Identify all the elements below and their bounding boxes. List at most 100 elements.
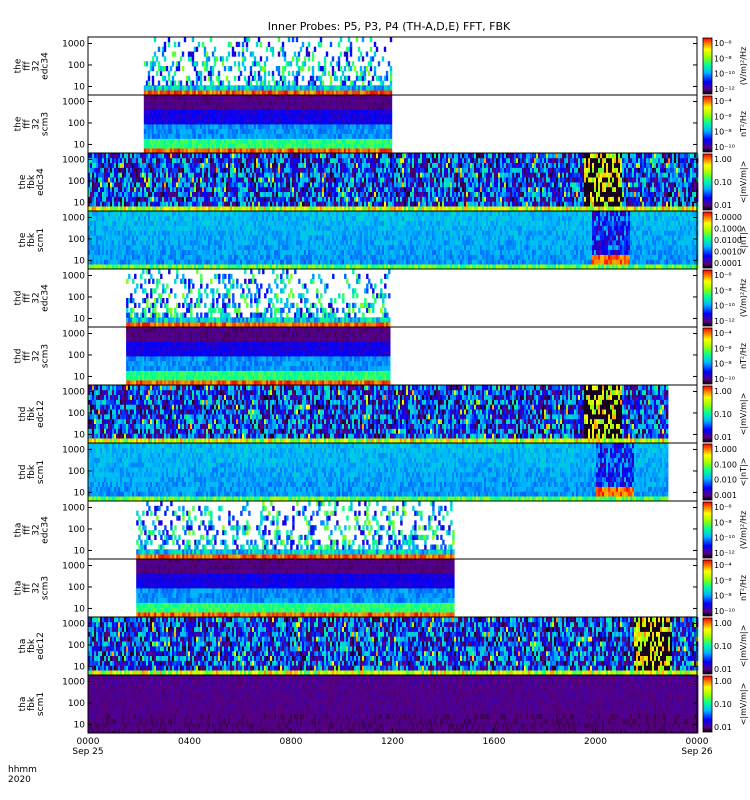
- colorbar-tick-label: 0.100: [714, 460, 737, 469]
- y-tick-label: 1000: [62, 213, 85, 223]
- y-tick-label: 100: [68, 235, 85, 245]
- panel-label: thafbkedc12: [18, 632, 46, 660]
- colorbar-tick-label: 0.10: [714, 410, 732, 419]
- y-tick-label: 1000: [62, 97, 85, 107]
- colorbar-tick-label: 0.10: [714, 178, 732, 187]
- colorbar-tick-label: 1.0000: [714, 213, 742, 222]
- panel-label: thefff32scm3: [14, 112, 51, 136]
- y-tick-label: 10: [74, 662, 86, 672]
- y-tick-label: 1000: [62, 445, 85, 455]
- colorbar-tick-label: 0.01: [714, 665, 732, 674]
- colorbar: [702, 443, 713, 501]
- y-tick-label: 10: [74, 256, 86, 266]
- colorbar-tick-label: 1.00: [714, 387, 732, 396]
- colorbar-tick-label: 0.001: [714, 491, 737, 500]
- y-tick-label: 10: [74, 546, 86, 556]
- colorbar: [702, 617, 713, 675]
- colorbar-tick-label: 10⁻¹²: [714, 549, 735, 558]
- panel-label: thefff32edc34: [14, 52, 51, 80]
- y-tick-label: 100: [68, 467, 85, 477]
- colorbar-tick-label: 0.1000: [714, 225, 742, 234]
- colorbar-tick-label: 10⁻¹⁰: [714, 70, 735, 79]
- colorbar-tick-label: 10⁻¹⁰: [714, 607, 735, 616]
- y-tick-label: 1000: [62, 39, 85, 49]
- colorbar-tick-label: 0.10: [714, 700, 732, 709]
- colorbar-tick-label: 10⁻⁶: [714, 39, 732, 48]
- panel-label: thdfbkedc12: [18, 400, 46, 428]
- panels-group: 10 100 1000 thefff32edc34 10⁻⁶ 10⁻⁸ 10⁻¹⁰ 10⁻¹²…: [14, 36, 748, 734]
- colorbar-tick-label: 10⁻¹⁰: [714, 534, 735, 543]
- y-tick-label: 1000: [62, 619, 85, 629]
- colorbar-unit: nT²/Hz: [739, 111, 748, 137]
- y-tick-label: 100: [68, 177, 85, 187]
- colorbar-tick-label: 0.01: [714, 723, 732, 732]
- colorbar-tick-label: 10⁻¹²: [714, 317, 735, 326]
- colorbar: [702, 153, 713, 211]
- y-tick-label: 1000: [62, 677, 85, 687]
- panel-label: thdfff32scm3: [14, 344, 51, 368]
- colorbar-tick-label: 0.01: [714, 433, 732, 442]
- colorbar-unit: <|mV/m|>: [739, 625, 748, 668]
- y-tick-label: 10: [74, 198, 86, 208]
- x-tick-label: 1200: [381, 737, 404, 747]
- colorbar: [702, 37, 713, 95]
- panel-label: thafff32edc34: [14, 516, 51, 544]
- colorbar: [702, 327, 713, 385]
- colorbar-unit: nT²/Hz: [739, 343, 748, 369]
- colorbar-unit: <|mV/m|>: [739, 683, 748, 726]
- panel-11: 10 100 1000 thafbkscm1 1.00 0.10 0.01 <|mV/m|>: [18, 674, 748, 734]
- x-corner-label-line1: hhmm: [8, 765, 37, 775]
- colorbar: [702, 95, 713, 153]
- y-tick-label: 10: [74, 430, 86, 440]
- y-tick-label: 1000: [62, 561, 85, 571]
- colorbar: [702, 211, 713, 269]
- y-tick-label: 100: [68, 641, 85, 651]
- colorbar-tick-label: 0.01: [714, 201, 732, 210]
- panel-5: 10 100 1000 thdfff32scm3 10⁻⁴ 10⁻⁶ 10⁻⁸ 10⁻¹⁰ nT…: [14, 326, 748, 386]
- colorbar-unit: nT²/Hz: [739, 575, 748, 601]
- panel-1: 10 100 1000 thefff32scm3 10⁻⁴ 10⁻⁶ 10⁻⁸ 10⁻¹⁰ nT…: [14, 94, 748, 154]
- colorbar-tick-label: 10⁻⁸: [714, 286, 732, 295]
- x-tick-label: 0000: [77, 737, 100, 747]
- y-tick-label: 100: [68, 583, 85, 593]
- colorbar: [702, 501, 713, 559]
- colorbar-tick-label: 10⁻⁶: [714, 576, 732, 585]
- panel-4: 10 100 1000 thdfff32edc34 10⁻⁶ 10⁻⁸ 10⁻¹⁰ 10⁻¹²…: [14, 268, 748, 328]
- panel-9: 10 100 1000 thafff32scm3 10⁻⁴ 10⁻⁶ 10⁻⁸ 10⁻¹⁰ nT…: [14, 558, 748, 618]
- colorbar-tick-label: 10⁻⁶: [714, 503, 732, 512]
- y-tick-label: 1000: [62, 387, 85, 397]
- colorbar-unit: <|nT|>: [739, 226, 748, 255]
- panel-8: 10 100 1000 thafff32edc34 10⁻⁶ 10⁻⁸ 10⁻¹⁰ 10⁻¹²…: [14, 500, 748, 560]
- colorbar-tick-label: 10⁻⁴: [714, 97, 732, 106]
- colorbar-unit: <|mV/m|>: [739, 161, 748, 204]
- y-tick-label: 1000: [62, 271, 85, 281]
- x-tick-label: 0400: [178, 737, 201, 747]
- y-tick-label: 10: [74, 488, 86, 498]
- colorbar-tick-label: 10⁻⁶: [714, 271, 732, 280]
- y-tick-label: 10: [74, 314, 86, 324]
- panel-7: 10 100 1000 thdfbkscm1 1.000 0.100 0.010 0.001<…: [18, 442, 748, 502]
- colorbar-tick-label: 10⁻⁶: [714, 112, 732, 121]
- y-tick-label: 100: [68, 699, 85, 709]
- x-tick-label: 0000: [686, 737, 709, 747]
- colorbar-tick-label: 0.0010: [714, 248, 742, 257]
- colorbar-unit: <|mV/m|>: [739, 393, 748, 436]
- colorbar-tick-label: 10⁻¹⁰: [714, 302, 735, 311]
- panel-0: 10 100 1000 thefff32edc34 10⁻⁶ 10⁻⁸ 10⁻¹⁰ 10⁻¹²…: [14, 36, 748, 96]
- x-tick-date: Sep 26: [681, 747, 713, 757]
- colorbar-tick-label: 10⁻¹⁰: [714, 375, 735, 384]
- colorbar-tick-label: 10⁻⁸: [714, 518, 732, 527]
- panel-2: 10 100 1000 thefbkedc34 1.00 0.10 0.01 <|mV/m|>: [18, 152, 748, 212]
- y-tick-label: 100: [68, 61, 85, 71]
- panel-3: 10 100 1000 thefbkscm1 1.0000 0.1000 0.0100 0.0…: [18, 210, 748, 270]
- colorbar-unit: (V/m)²/Hz: [739, 279, 748, 317]
- y-tick-label: 100: [68, 525, 85, 535]
- panel-label: thefbkscm1: [18, 228, 46, 252]
- y-tick-label: 10: [74, 604, 86, 614]
- x-tick-label: 2000: [584, 737, 607, 747]
- colorbar-tick-label: 10⁻⁴: [714, 329, 732, 338]
- colorbar-tick-label: 10⁻⁴: [714, 561, 732, 570]
- y-tick-label: 10: [74, 82, 86, 92]
- panel-label: thafbkscm1: [18, 692, 46, 716]
- colorbar: [702, 269, 713, 327]
